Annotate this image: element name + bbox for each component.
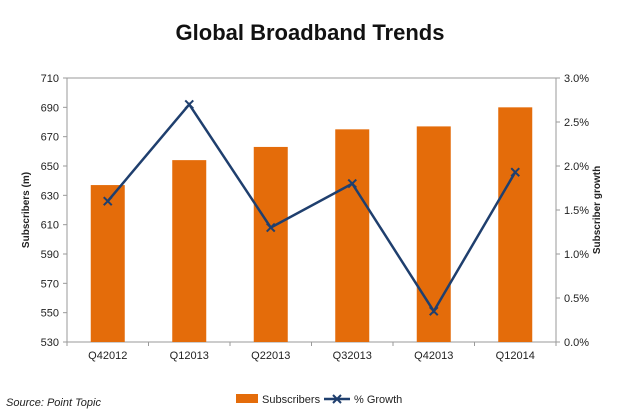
x-axis-tick-label: Q12013 — [170, 350, 209, 362]
right-axis-tick-label: 2.5% — [564, 117, 589, 129]
x-axis-tick-label: Q12014 — [496, 350, 535, 362]
x-axis-tick-label: Q42012 — [88, 350, 127, 362]
right-axis-tick-label: 1.0% — [564, 249, 589, 261]
left-axis-tick-label: 670 — [41, 132, 59, 144]
left-axis-tick-label: 650 — [41, 161, 59, 173]
legend-label-subscribers: Subscribers — [262, 394, 321, 406]
chart-title: Global Broadband Trends — [175, 20, 445, 45]
line-series — [103, 99, 520, 316]
legend-swatch-subscribers — [236, 394, 258, 403]
legend-label-growth: % Growth — [354, 394, 402, 406]
legend: Subscribers % Growth — [236, 394, 402, 406]
right-axis-tick-label: 2.0% — [564, 161, 589, 173]
marker-stroke — [266, 222, 276, 233]
point-growth-marker — [103, 196, 113, 206]
left-axis-tick-label: 630 — [41, 190, 59, 202]
right-axis-title: Subscriber growth — [592, 166, 603, 254]
source-note: Source: Point Topic — [6, 397, 101, 409]
x-axis-tick-label: Q22013 — [251, 350, 290, 362]
marker-stroke — [429, 306, 439, 316]
bar-subscribers — [253, 146, 288, 342]
bar-subscribers — [335, 129, 370, 342]
point-growth-marker — [266, 222, 276, 233]
bar-subscribers — [416, 126, 451, 343]
left-axis-tick-label: 710 — [41, 73, 59, 85]
left-axis-tick-label: 550 — [41, 308, 59, 320]
right-axis-tick-label: 0.0% — [564, 337, 589, 349]
left-axis-tick-label: 530 — [41, 337, 59, 349]
left-axis-tick-label: 690 — [41, 102, 59, 114]
right-axis-tick-label: 1.5% — [564, 205, 589, 217]
point-growth-marker — [184, 99, 194, 110]
left-axis-title: Subscribers (m) — [21, 172, 32, 248]
marker-stroke — [184, 99, 194, 110]
right-axis-tick-label: 0.5% — [564, 293, 589, 305]
right-axis-tick-label: 3.0% — [564, 73, 589, 85]
x-axis-tick-label: Q32013 — [333, 350, 372, 362]
point-growth-marker — [347, 178, 357, 189]
bar-subscribers — [498, 107, 533, 342]
plot-area-border — [66, 77, 557, 343]
left-axis-tick-label: 610 — [41, 220, 59, 232]
left-axis-tick-label: 590 — [41, 249, 59, 261]
legend-marker-stroke — [332, 394, 342, 404]
bar-series — [90, 107, 533, 343]
x-axis-tick-label: Q42013 — [414, 350, 453, 362]
marker-stroke — [347, 178, 357, 189]
point-growth-marker — [510, 167, 520, 177]
bar-subscribers — [90, 185, 125, 342]
axes — [63, 77, 560, 346]
marker-stroke — [510, 167, 520, 177]
tick-labels: 530 550 570 590 610 630 650 670 690 710 0.0% 0.5% 1.… — [21, 73, 603, 362]
marker-stroke — [103, 196, 113, 206]
left-axis-tick-label: 570 — [41, 278, 59, 290]
bar-subscribers — [172, 160, 207, 342]
point-growth-marker — [429, 306, 439, 316]
line-growth — [106, 102, 517, 314]
